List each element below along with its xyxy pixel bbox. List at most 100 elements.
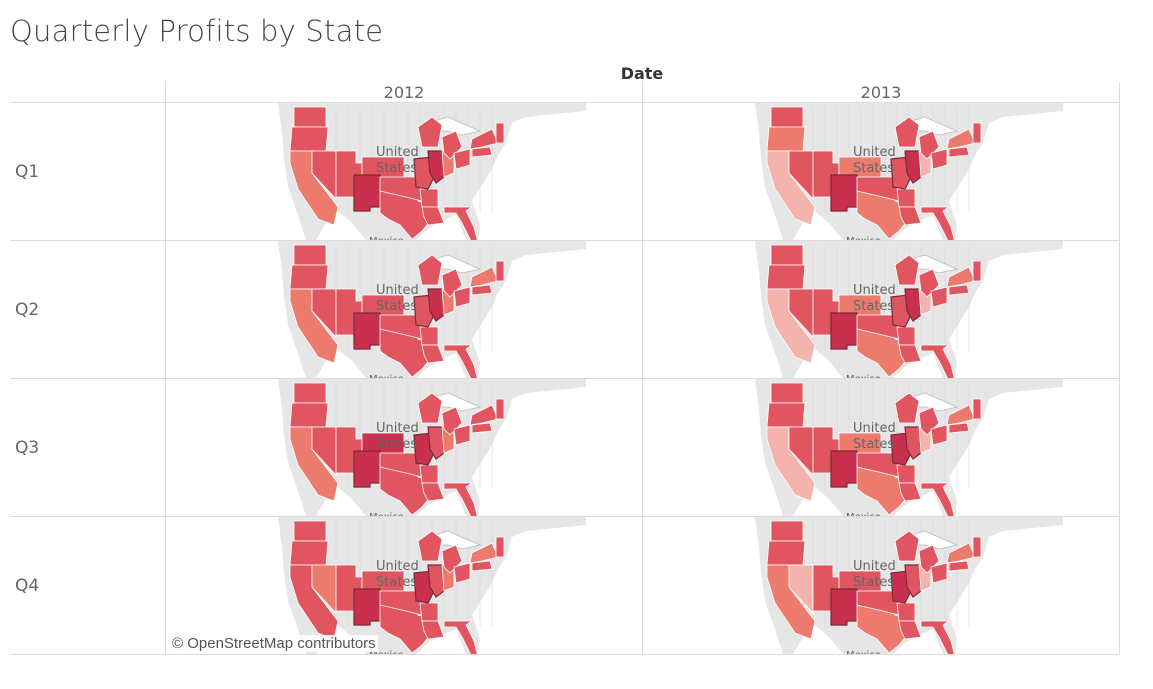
state-oh[interactable] <box>930 424 948 446</box>
state-wa[interactable] <box>770 106 804 128</box>
state-il[interactable] <box>427 564 445 598</box>
state-oh[interactable] <box>453 286 471 308</box>
state-nm[interactable] <box>353 588 381 626</box>
state-or[interactable] <box>289 264 329 290</box>
state-ok[interactable] <box>379 452 423 478</box>
state-ar[interactable] <box>419 602 439 622</box>
state-nm[interactable] <box>830 312 858 350</box>
state-wi[interactable] <box>417 530 443 562</box>
state-or[interactable] <box>766 264 806 290</box>
state-wa[interactable] <box>770 382 804 404</box>
state-pa[interactable] <box>948 146 970 158</box>
state-wi[interactable] <box>894 254 920 286</box>
state-nm[interactable] <box>830 450 858 488</box>
state-nv[interactable] <box>311 288 337 339</box>
state-fl[interactable] <box>920 344 955 378</box>
state-oh[interactable] <box>453 562 471 584</box>
state-nm[interactable] <box>353 450 381 488</box>
state-fl[interactable] <box>443 206 478 240</box>
state-wi[interactable] <box>894 530 920 562</box>
state-wa[interactable] <box>770 520 804 542</box>
state-or[interactable] <box>289 126 329 152</box>
state-wi[interactable] <box>894 392 920 424</box>
state-pa[interactable] <box>948 422 970 434</box>
state-ma[interactable] <box>972 122 982 144</box>
state-il[interactable] <box>904 150 922 184</box>
state-pa[interactable] <box>471 284 493 296</box>
state-ma[interactable] <box>495 536 505 558</box>
state-il[interactable] <box>904 564 922 598</box>
state-wi[interactable] <box>417 392 443 424</box>
state-ok[interactable] <box>856 590 900 616</box>
state-wi[interactable] <box>894 116 920 148</box>
state-ok[interactable] <box>856 314 900 340</box>
state-la[interactable] <box>898 620 922 640</box>
state-wa[interactable] <box>293 244 327 266</box>
state-nm[interactable] <box>830 174 858 212</box>
state-nm[interactable] <box>353 312 381 350</box>
state-nv[interactable] <box>788 150 814 201</box>
state-la[interactable] <box>898 206 922 226</box>
state-fl[interactable] <box>920 620 955 654</box>
state-wa[interactable] <box>293 520 327 542</box>
state-nm[interactable] <box>830 588 858 626</box>
state-wi[interactable] <box>417 116 443 148</box>
state-or[interactable] <box>289 402 329 428</box>
state-ar[interactable] <box>896 326 916 346</box>
state-ar[interactable] <box>419 188 439 208</box>
state-oh[interactable] <box>930 148 948 170</box>
state-nm[interactable] <box>353 174 381 212</box>
state-ma[interactable] <box>972 260 982 282</box>
state-nv[interactable] <box>788 288 814 339</box>
state-il[interactable] <box>427 426 445 460</box>
state-nv[interactable] <box>311 564 337 615</box>
state-wa[interactable] <box>293 106 327 128</box>
state-wa[interactable] <box>293 382 327 404</box>
state-ma[interactable] <box>972 398 982 420</box>
state-pa[interactable] <box>948 560 970 572</box>
state-ma[interactable] <box>495 260 505 282</box>
state-fl[interactable] <box>443 620 478 654</box>
map-attribution[interactable]: © OpenStreetMap contributors <box>170 635 378 652</box>
state-ma[interactable] <box>495 122 505 144</box>
state-nv[interactable] <box>788 564 814 615</box>
state-ar[interactable] <box>896 464 916 484</box>
state-wa[interactable] <box>770 244 804 266</box>
state-la[interactable] <box>898 482 922 502</box>
state-nv[interactable] <box>311 426 337 477</box>
state-il[interactable] <box>904 426 922 460</box>
state-pa[interactable] <box>948 284 970 296</box>
state-ar[interactable] <box>419 464 439 484</box>
state-ok[interactable] <box>379 590 423 616</box>
state-oh[interactable] <box>930 286 948 308</box>
state-ok[interactable] <box>379 176 423 202</box>
state-fl[interactable] <box>920 206 955 240</box>
state-oh[interactable] <box>453 148 471 170</box>
state-pa[interactable] <box>471 560 493 572</box>
state-pa[interactable] <box>471 422 493 434</box>
state-la[interactable] <box>421 620 445 640</box>
state-ar[interactable] <box>896 602 916 622</box>
state-ok[interactable] <box>379 314 423 340</box>
state-wi[interactable] <box>417 254 443 286</box>
state-ar[interactable] <box>896 188 916 208</box>
state-ma[interactable] <box>972 536 982 558</box>
state-fl[interactable] <box>443 482 478 516</box>
state-ma[interactable] <box>495 398 505 420</box>
state-or[interactable] <box>766 402 806 428</box>
state-il[interactable] <box>427 288 445 322</box>
state-pa[interactable] <box>471 146 493 158</box>
state-fl[interactable] <box>920 482 955 516</box>
